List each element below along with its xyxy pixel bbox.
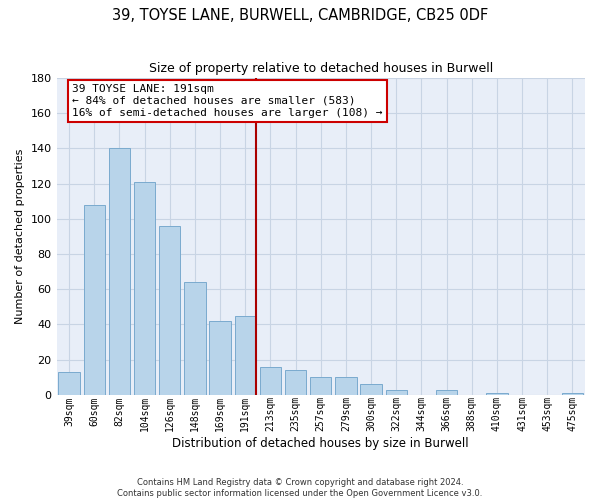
- Bar: [436, 390, 457, 395]
- Bar: [209, 321, 231, 395]
- Text: 39, TOYSE LANE, BURWELL, CAMBRIDGE, CB25 0DF: 39, TOYSE LANE, BURWELL, CAMBRIDGE, CB25…: [112, 8, 488, 22]
- Y-axis label: Number of detached properties: Number of detached properties: [15, 148, 25, 324]
- Bar: [386, 390, 407, 395]
- Bar: [335, 377, 356, 395]
- Title: Size of property relative to detached houses in Burwell: Size of property relative to detached ho…: [149, 62, 493, 76]
- Bar: [260, 366, 281, 395]
- Bar: [109, 148, 130, 395]
- Bar: [361, 384, 382, 395]
- Bar: [285, 370, 307, 395]
- X-axis label: Distribution of detached houses by size in Burwell: Distribution of detached houses by size …: [172, 437, 469, 450]
- Bar: [235, 316, 256, 395]
- Bar: [562, 393, 583, 395]
- Bar: [159, 226, 181, 395]
- Bar: [58, 372, 80, 395]
- Bar: [184, 282, 206, 395]
- Bar: [486, 393, 508, 395]
- Bar: [310, 377, 331, 395]
- Bar: [83, 205, 105, 395]
- Text: Contains HM Land Registry data © Crown copyright and database right 2024.
Contai: Contains HM Land Registry data © Crown c…: [118, 478, 482, 498]
- Text: 39 TOYSE LANE: 191sqm
← 84% of detached houses are smaller (583)
16% of semi-det: 39 TOYSE LANE: 191sqm ← 84% of detached …: [73, 84, 383, 117]
- Bar: [134, 182, 155, 395]
